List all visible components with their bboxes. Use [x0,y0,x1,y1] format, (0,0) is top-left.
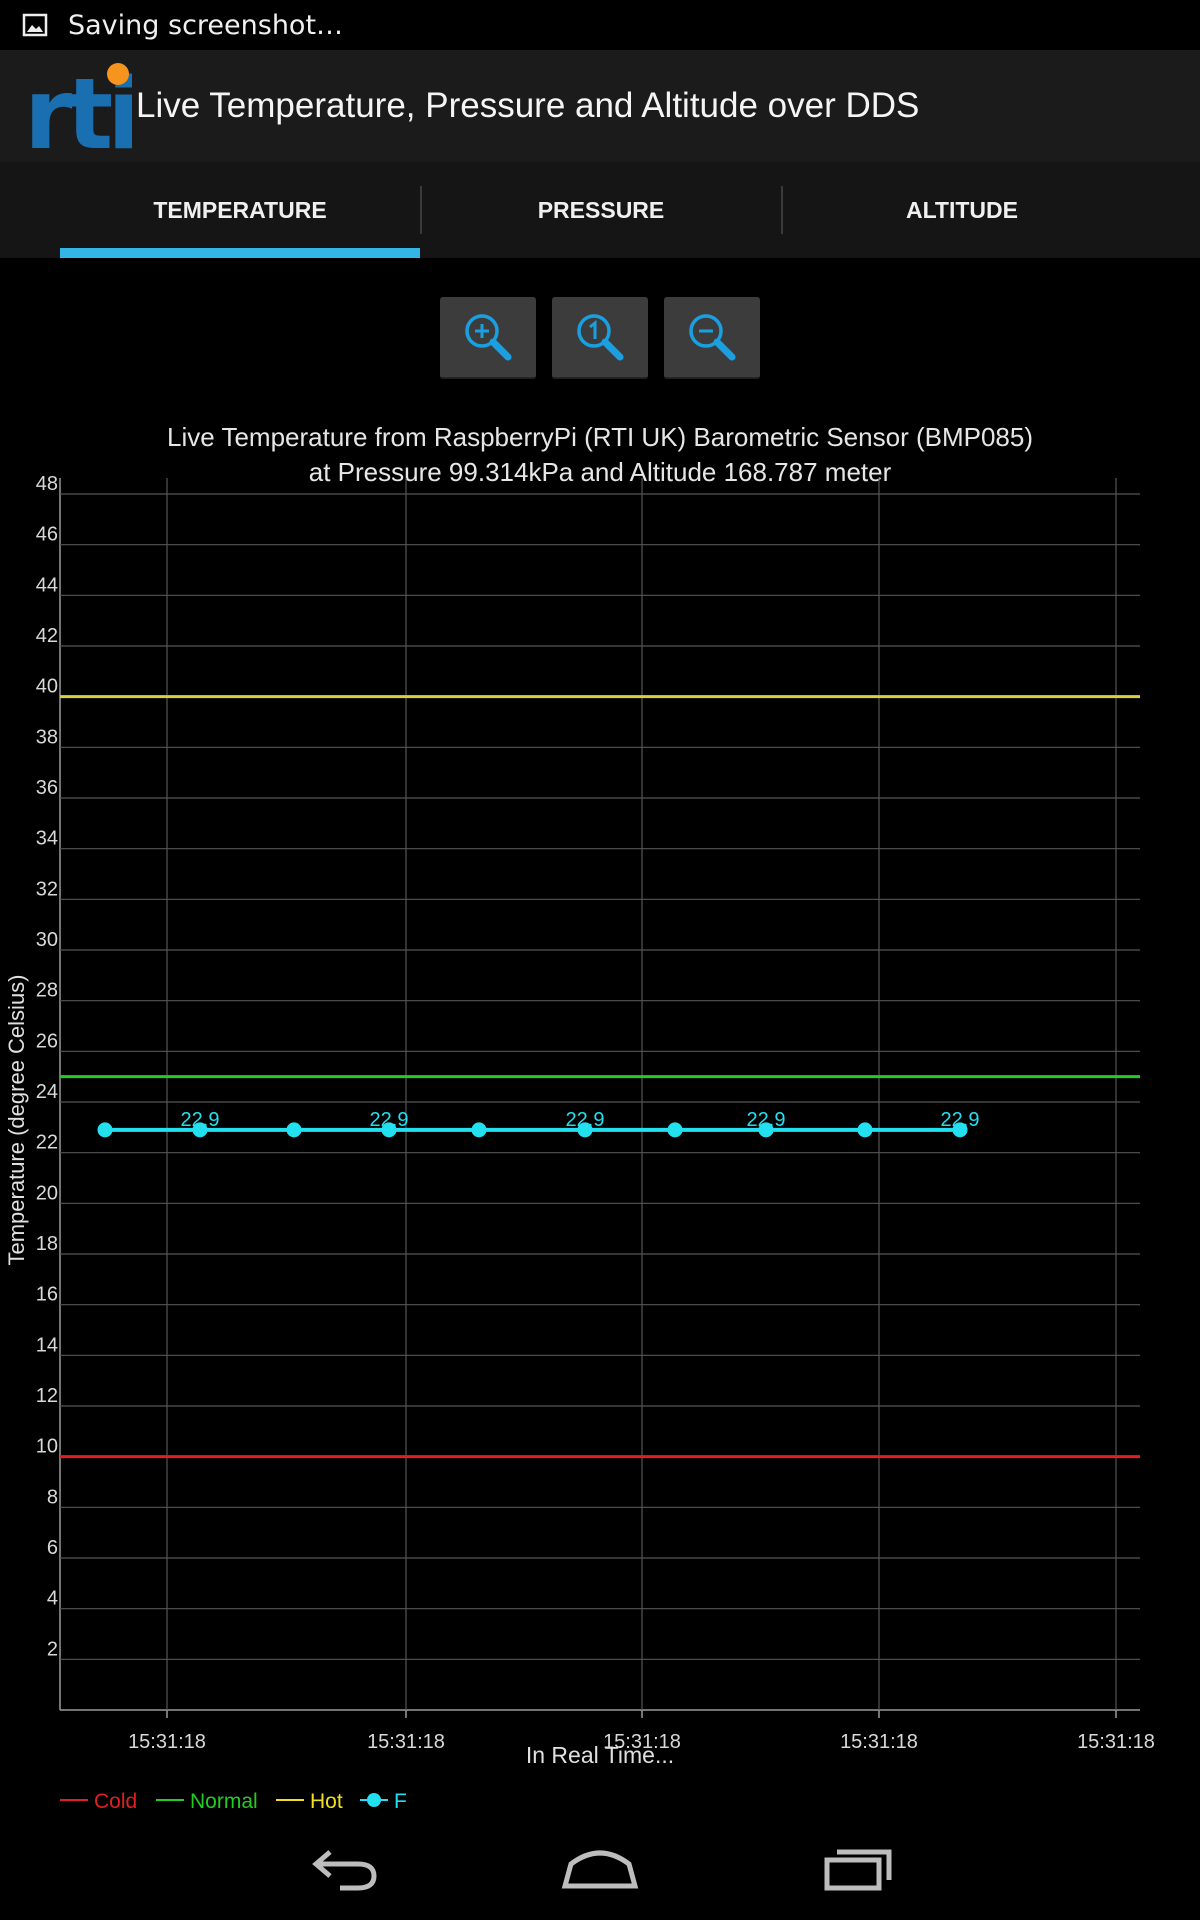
y-tick-label: 14 [36,1334,58,1356]
y-tick-label: 10 [36,1436,58,1458]
x-tick-label: 15:31:18 [840,1731,918,1753]
data-point [668,1122,683,1137]
data-point [858,1122,873,1137]
chart-title: Live Temperature from RaspberryPi (RTI U… [167,422,1033,452]
legend-label-cold: Cold [94,1790,137,1813]
image-icon [22,12,48,38]
recents-icon[interactable] [815,1838,905,1898]
zoom-out-button[interactable] [664,297,760,379]
action-bar: rti Live Temperature, Pressure and Altit… [0,50,1200,162]
x-tick-label: 15:31:18 [367,1731,445,1753]
y-tick-label: 4 [47,1588,58,1610]
y-tick-label: 2 [47,1638,58,1660]
data-label: 22.9 [566,1109,605,1131]
y-tick-label: 42 [36,625,58,647]
data-point [472,1122,487,1137]
home-icon[interactable] [555,1838,645,1898]
y-tick-label: 34 [36,828,58,850]
zoom-reset-button[interactable] [552,297,648,379]
zoom-reset-icon [570,307,630,367]
y-tick-label: 8 [47,1486,58,1508]
status-bar: Saving screenshot… [0,0,1200,50]
tab-altitude[interactable]: ALTITUDE [782,162,1142,258]
x-axis-label: In Real Time... [526,1742,674,1768]
y-tick-label: 44 [36,574,58,596]
legend-marker [367,1793,381,1807]
legend-label-f: F [394,1790,407,1813]
y-tick-label: 20 [36,1182,58,1204]
temperature-chart: Live Temperature from RaspberryPi (RTI U… [0,400,1200,1830]
back-icon[interactable] [300,1838,390,1898]
zoom-in-icon [458,307,518,367]
y-tick-label: 36 [36,777,58,799]
data-label: 22.9 [747,1109,786,1131]
navigation-bar [0,1830,1200,1920]
y-tick-label: 30 [36,929,58,951]
y-axis-label: Temperature (degree Celsius) [4,974,29,1265]
tab-temperature[interactable]: TEMPERATURE [60,162,420,258]
legend-label-hot: Hot [310,1790,343,1813]
y-tick-label: 28 [36,980,58,1002]
app-title: Live Temperature, Pressure and Altitude … [136,86,919,126]
y-tick-label: 38 [36,726,58,748]
chart-subtitle: at Pressure 99.314kPa and Altitude 168.7… [309,457,892,487]
status-notification: Saving screenshot… [68,10,343,41]
y-tick-label: 18 [36,1233,58,1255]
x-tick-label: 15:31:18 [1077,1731,1155,1753]
y-tick-label: 12 [36,1385,58,1407]
y-tick-label: 6 [47,1537,58,1559]
tab-pressure[interactable]: PRESSURE [421,162,781,258]
y-tick-label: 46 [36,524,58,546]
x-tick-label: 15:31:18 [128,1731,206,1753]
zoom-in-button[interactable] [440,297,536,379]
zoom-out-icon [682,307,742,367]
y-tick-label: 40 [36,676,58,698]
data-label: 22.9 [941,1109,980,1131]
y-tick-label: 32 [36,878,58,900]
data-label: 22.9 [370,1109,409,1131]
y-tick-label: 26 [36,1030,58,1052]
data-label: 22.9 [181,1109,220,1131]
y-tick-label: 48 [36,473,58,495]
rti-logo: rti [24,56,132,156]
data-point [98,1122,113,1137]
y-tick-label: 22 [36,1132,58,1154]
legend-label-normal: Normal [190,1790,258,1813]
tab-bar: TEMPERATURE PRESSURE ALTITUDE [0,162,1200,258]
y-tick-label: 24 [36,1081,58,1103]
data-point [287,1122,302,1137]
y-tick-label: 16 [36,1284,58,1306]
